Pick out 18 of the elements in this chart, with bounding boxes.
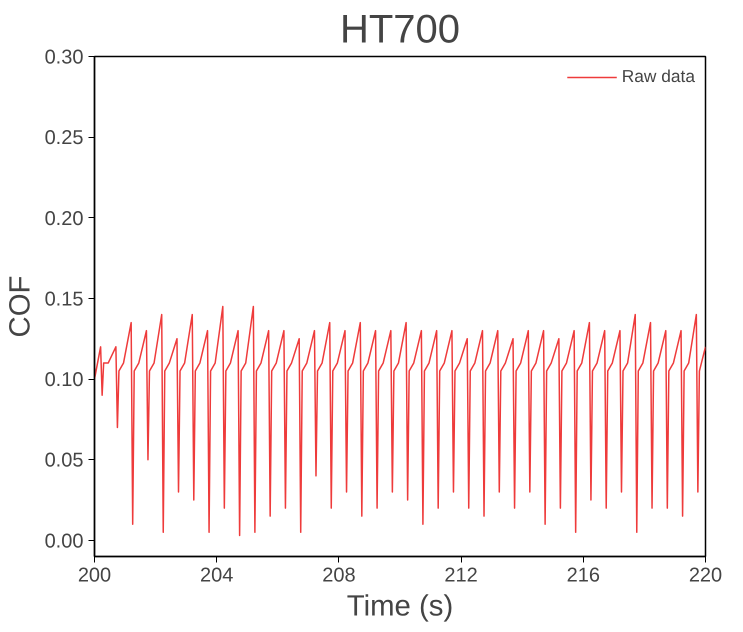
y-axis-title: COF [4,276,37,338]
y-tick-label: 0.05 [44,450,84,472]
x-tick-label: 220 [688,564,722,586]
x-tick-label: 200 [78,564,112,586]
chart-title: HT700 [340,8,460,52]
legend-label: Raw data [622,66,695,87]
line-series [94,306,706,536]
y-tick-label: 0.20 [44,208,84,230]
x-axis-title: Time (s) [346,590,454,622]
y-tick-label: 0.15 [44,288,84,310]
x-tick-label: 212 [444,564,478,586]
x-tick-label: 204 [200,564,234,586]
y-tick-label: 0.00 [44,530,84,552]
x-tick-label: 216 [566,564,600,586]
y-tick-label: 0.10 [44,369,84,392]
y-tick-label: 0.25 [44,127,84,150]
y-tick-label: 0.30 [44,46,84,68]
x-tick-label: 208 [322,564,356,586]
